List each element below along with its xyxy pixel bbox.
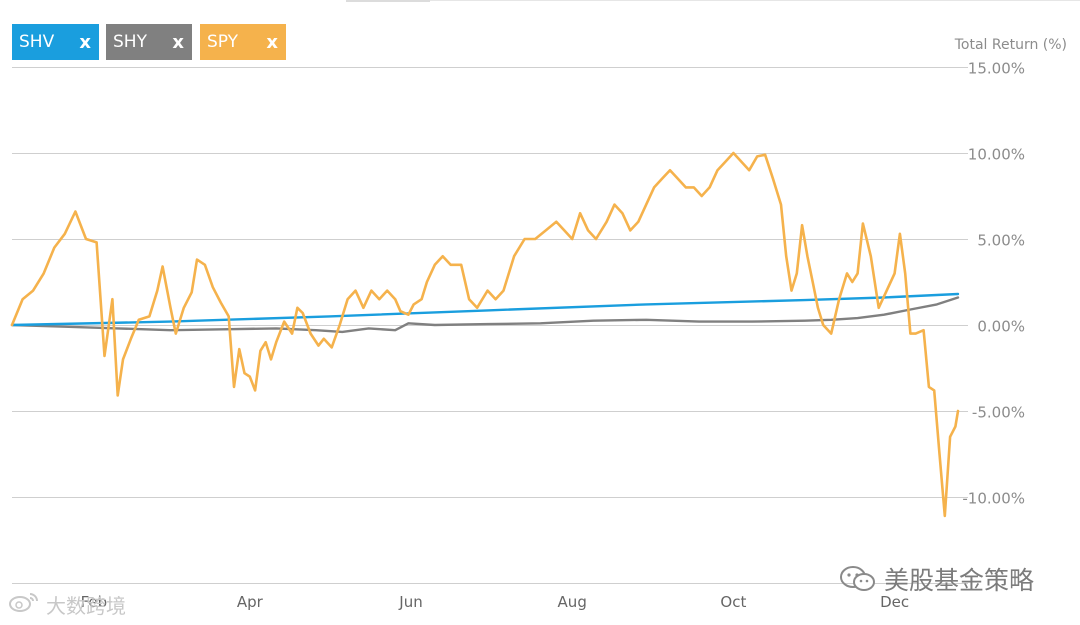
x-tick-label: Apr xyxy=(237,593,264,611)
legend-chip-shy[interactable]: SHY x xyxy=(106,24,192,60)
wechat-watermark: 美股基金策略 xyxy=(838,561,1034,597)
y-tick-label: 5.00% xyxy=(977,232,1025,250)
x-tick-label: Feb xyxy=(81,593,108,611)
top-divider xyxy=(430,0,1080,1)
x-tick-label: Oct xyxy=(720,593,746,611)
y-tick-label: 10.00% xyxy=(968,146,1025,164)
x-tick-label: Jun xyxy=(398,593,422,611)
watermark-text: 美股基金策略 xyxy=(884,566,1035,595)
series-line-spy xyxy=(10,151,960,518)
y-axis-title: Total Return (%) xyxy=(954,37,1067,53)
y-tick-label: 0.00% xyxy=(977,318,1025,336)
x-tick-label: Aug xyxy=(558,593,587,611)
close-icon[interactable]: x xyxy=(266,31,278,53)
series-line-shv xyxy=(10,292,960,327)
x-tick-label: Dec xyxy=(880,593,909,611)
y-tick-label: -5.00% xyxy=(972,404,1025,422)
series-lines xyxy=(10,151,960,518)
close-icon[interactable]: x xyxy=(172,31,184,53)
legend-chip-label: SHV xyxy=(19,32,55,52)
y-tick-label: -10.00% xyxy=(962,490,1025,508)
legend-chip-shv[interactable]: SHV x xyxy=(12,24,99,60)
legend-chip-label: SHY xyxy=(113,32,147,52)
series-line-shy xyxy=(10,296,960,334)
weibo-watermark: 大数跨境 xyxy=(8,590,126,619)
close-icon[interactable]: x xyxy=(79,31,91,53)
legend-chip-label: SPY xyxy=(207,32,239,52)
wechat-icon xyxy=(838,564,878,594)
weibo-icon xyxy=(8,590,42,619)
watermark-text-left: 大数跨境 xyxy=(46,594,126,618)
top-tab-indicator xyxy=(346,0,430,2)
y-axis-ticks: 15.00% 10.00% 5.00% 0.00% -5.00% -10.00% xyxy=(962,60,1025,508)
x-axis-ticks: Feb Apr Jun Aug Oct Dec xyxy=(81,593,909,611)
legend-chip-spy[interactable]: SPY x xyxy=(200,24,286,60)
chart-grid xyxy=(12,67,968,584)
y-tick-label: 15.00% xyxy=(968,60,1025,78)
